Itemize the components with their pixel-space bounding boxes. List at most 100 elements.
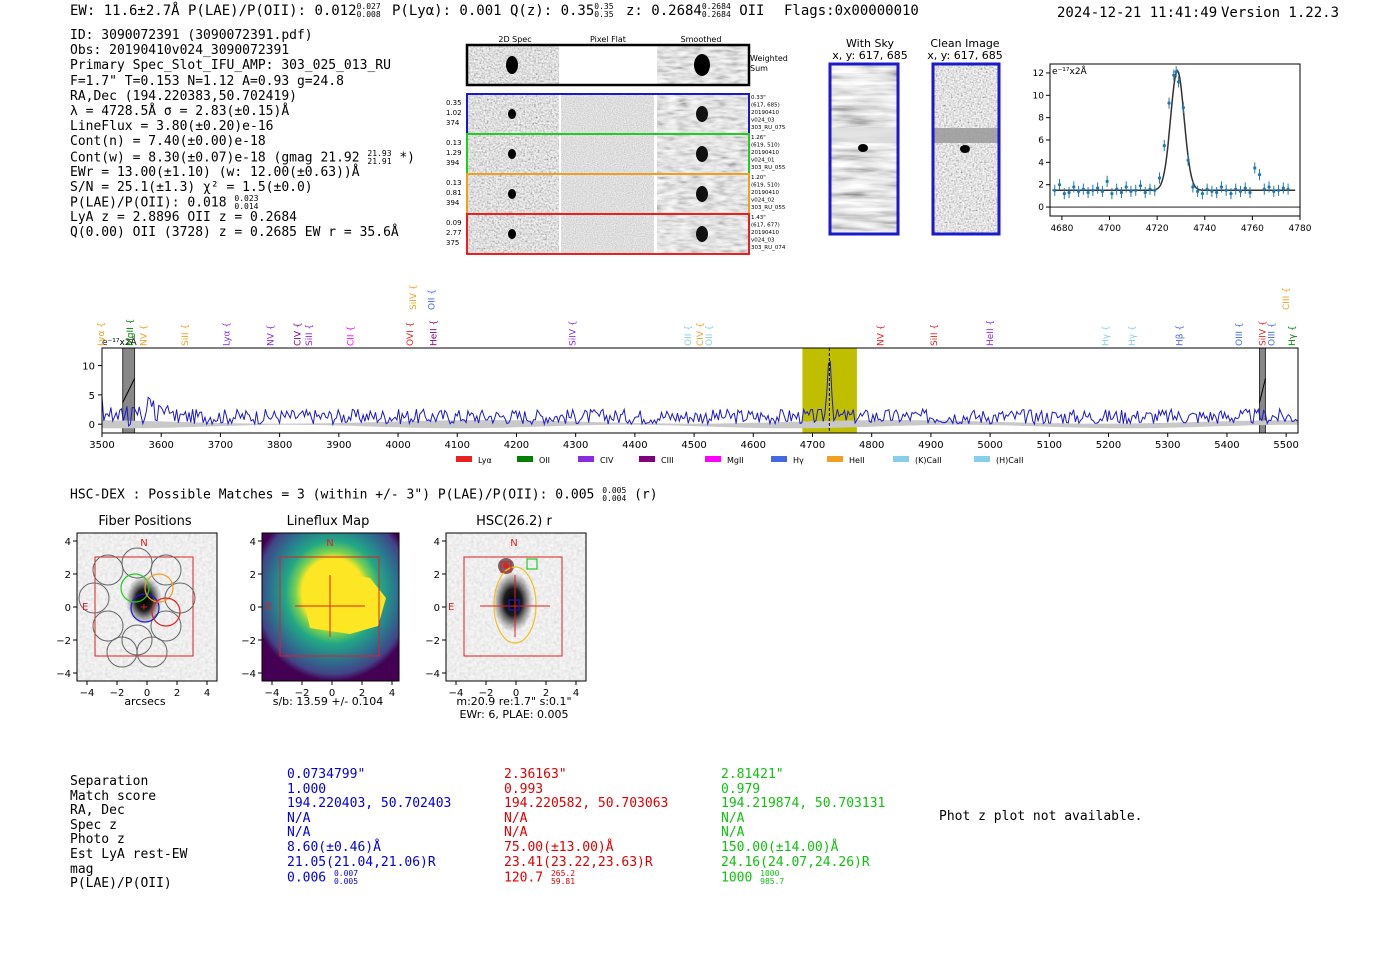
cutout-row-4: 0.09 2.77 375 1.43" (617, 677)20190410 v024_0… <box>446 213 786 255</box>
panel1-xlabel: arcsecs <box>124 695 166 708</box>
match-col-1: 0.0734799" 1.000 194.220403, 50.702403 N/A N… <box>287 767 452 885</box>
zoom-ytick-label-1: 2 <box>1038 181 1044 191</box>
zoom-xtick-label-2: 4720 <box>1146 224 1169 233</box>
zoom-point-7 <box>1086 190 1090 195</box>
header-flags: Flags:0x00000010 <box>784 3 919 19</box>
match-2-value-3: N/A <box>504 810 528 826</box>
spec-legend-swatch-5 <box>771 456 787 462</box>
cutout-row-4-left-0: 0.09 <box>446 219 462 227</box>
panel2-xtick-label-4: 4 <box>389 688 395 699</box>
cutout-row-1-right-0: 0.33" <box>751 95 766 101</box>
spec-line-label-14: OII { <box>684 325 694 346</box>
cutout-row-4-right-0: 1.43" <box>751 215 766 221</box>
with-sky-image <box>828 62 900 236</box>
zoom-ytick-label-5: 10 <box>1033 91 1045 101</box>
hsc-r-panel: N E <box>445 532 587 682</box>
zoom-point-42 <box>1248 190 1252 195</box>
spec-line-label-2: NV { <box>139 325 149 346</box>
panel1-ytick-label-2: 0 <box>65 603 71 614</box>
fiber-cutouts: 2D Spec Pixel Flat Smoothed Weighted Sum… <box>446 35 788 255</box>
cutout-row-2-right-2: 20190410 <box>751 150 779 156</box>
zoom-xtick-label-5: 4780 <box>1289 224 1312 233</box>
info-lineflux: LineFlux = 3.80(±0.20)e-16 <box>70 119 274 135</box>
cutout-row-2-right-3: v024_01 <box>751 158 775 164</box>
panel1-ytick-label-0: 4 <box>65 537 71 548</box>
zoom-point-0 <box>1053 188 1057 192</box>
panel3-xtick-label-0: −4 <box>449 688 464 699</box>
match-1-value-4: N/A <box>287 825 311 841</box>
zoom-point-37 <box>1224 188 1228 192</box>
spec-xtick-label-9: 4400 <box>622 440 647 451</box>
fiber-positions-panel: N E + <box>76 532 218 682</box>
spec-line-label-11: SiIV { <box>409 284 419 310</box>
panel3-xlabel: m:20.9 re:1.7" s:0.1" EWr: 6, PLAE: 0.005 <box>456 695 572 721</box>
zoom-point-15 <box>1124 185 1128 189</box>
cutout-row-2-left-2: 394 <box>446 159 460 167</box>
lineflux-map-panel: N E <box>261 532 400 682</box>
panel2-ytick-label-4: −4 <box>241 669 256 680</box>
zoom-point-38 <box>1229 192 1233 196</box>
info-block: ID: 3090072391 (3090072391.pdf) Obs: 201… <box>70 28 415 241</box>
match-3-value-1: 0.979 <box>721 781 761 797</box>
panel2-ytick-label-3: −2 <box>241 636 256 647</box>
spec-legend-swatch-7 <box>893 456 909 462</box>
zoom-point-6 <box>1081 187 1085 191</box>
zoom-point-39 <box>1234 187 1238 191</box>
zoom-point-20 <box>1148 187 1152 191</box>
spec-xtick-label-20: 5500 <box>1273 440 1298 451</box>
weighted-sum-strip <box>465 43 751 87</box>
spec-xtick-label-18: 5300 <box>1155 440 1180 451</box>
panel1-xtick-label-1: −2 <box>110 688 125 699</box>
zoom-point-28 <box>1181 105 1185 110</box>
zoom-point-34 <box>1210 189 1214 194</box>
cutout-row-3: 0.13 0.81 394 1.20" (619, 510)20190410 v024_0… <box>446 173 786 215</box>
match-3-value-0: 2.81421" <box>721 767 784 782</box>
east-label: E <box>82 602 88 613</box>
panel2-ytick-label-1: 2 <box>250 570 256 581</box>
panel2-ytick-label-0: 4 <box>250 537 256 548</box>
info-lambda: λ = 4728.5Å σ = 2.83(±0.15)Å <box>70 103 290 119</box>
weighted-sum-label: Weighted <box>750 54 788 63</box>
zoom-point-27 <box>1176 80 1181 84</box>
zoom-point-29 <box>1186 158 1190 162</box>
zoom-xtick-label-3: 4740 <box>1193 224 1216 233</box>
info-obs: Obs: 20190410v024_3090072391 <box>70 43 290 59</box>
zoom-point-23 <box>1162 143 1166 148</box>
header-ew: EW: 11.6±2.7Å <box>70 3 180 19</box>
cutout-row-3-left-2: 394 <box>446 199 460 207</box>
match-2-value-6: 23.41(23.22,23.63)R <box>504 854 653 870</box>
header-version: Version 1.22.3 <box>1221 5 1340 21</box>
zoom-point-33 <box>1205 187 1209 191</box>
info-lyaz: LyA z = 2.8896 OII z = 0.2684 <box>70 210 297 226</box>
fiber-positions-title: Fiber Positions <box>98 514 192 529</box>
spec-line-label-23: OIII { <box>1235 322 1245 346</box>
panel2-xtick-label-1: −2 <box>295 688 310 699</box>
match-label-3: Spec z <box>70 817 117 833</box>
zoom-ytick-label-0: 0 <box>1038 203 1044 213</box>
spec-legend-label-6: HeII <box>849 456 865 465</box>
zoom-point-17 <box>1134 188 1138 192</box>
col-2d-spec: 2D Spec <box>498 35 531 44</box>
match-3-value-2: 194.219874, 50.703131 <box>721 796 886 812</box>
spec-line-label-10: HeII { <box>430 320 440 346</box>
header-plya: P(Lyα): 0.001 <box>392 3 502 19</box>
spec-legend-label-4: MgII <box>727 456 744 465</box>
spec-xtick-label-14: 4900 <box>918 440 943 451</box>
zoom-point-46 <box>1267 185 1271 189</box>
panel2-ytick-label-2: 0 <box>250 603 256 614</box>
match-2-value-7: 120.7 265.2 59.81 <box>504 869 576 887</box>
cutout-row-2: 0.13 1.29 394 1.26" (619, 510)20190410 v024_0… <box>446 133 786 175</box>
panel2-xtick-label-2: 0 <box>329 688 335 699</box>
zoom-ytick-label-6: 12 <box>1033 69 1044 79</box>
zoom-point-49 <box>1281 186 1285 190</box>
cutout-row-4-right-3: v024_03 <box>751 238 775 244</box>
panel3-ytick-label-1: 2 <box>434 570 440 581</box>
match-1-value-2: 194.220403, 50.702403 <box>287 796 452 812</box>
zoom-point-41 <box>1243 186 1247 190</box>
zoom-point-16 <box>1129 189 1133 194</box>
spec-xtick-label-3: 3800 <box>267 440 292 451</box>
spec-bad-region-hatch-0 <box>122 378 136 403</box>
cutout-row-1-right-4: 303_RU_075 <box>751 125 786 131</box>
spec-line-label-8: CII { <box>347 326 357 346</box>
zoom-point-10 <box>1100 189 1104 194</box>
